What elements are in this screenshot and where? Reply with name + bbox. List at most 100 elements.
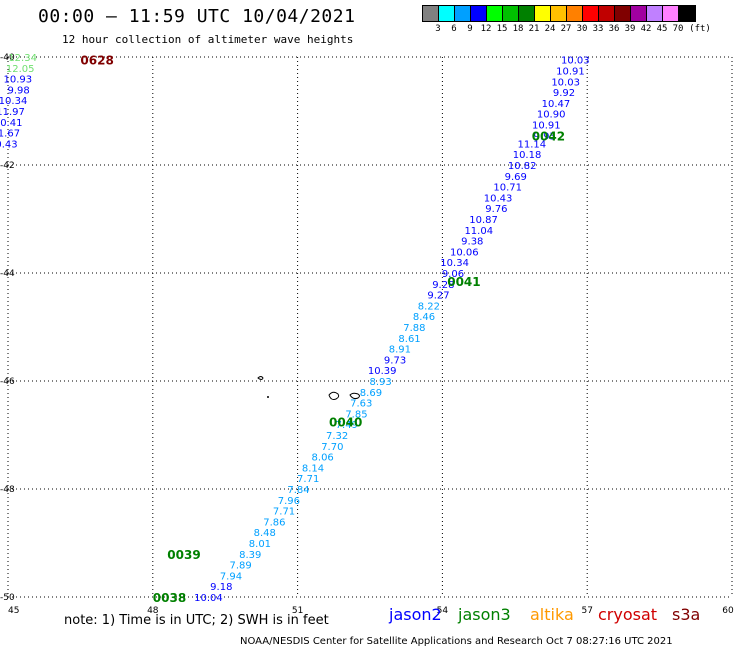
legend-satellite-jason3: jason3 — [458, 605, 511, 624]
colorbar-cell — [631, 6, 647, 21]
wave-height-value: 10.87 — [469, 215, 498, 226]
wave-height-value: 9.18 — [210, 582, 232, 593]
wave-height-value: 11.04 — [464, 226, 493, 237]
wave-height-value: 10.03 — [561, 56, 590, 67]
wave-height-value: 8.46 — [413, 312, 435, 323]
legend-satellite-s3a: s3a — [672, 605, 701, 624]
lat-tick-label: -48 — [0, 485, 15, 495]
wave-height-value: 8.14 — [302, 463, 324, 474]
pass-times: 0628 0042 0041 0040 0039 0038 — [80, 54, 565, 605]
wave-height-value: 10.03 — [551, 77, 580, 88]
wave-height-value: 11.97 — [0, 107, 25, 118]
wave-height-value: 10.90 — [537, 110, 566, 121]
wave-height-value: 8.06 — [312, 453, 334, 464]
lon-tick-label: 51 — [292, 606, 303, 616]
lon-tick-label: 54 — [437, 606, 449, 616]
footer-note: note: 1) Time is in UTC; 2) SWH is in fe… — [64, 613, 329, 628]
colorbar-cell — [679, 6, 695, 21]
island-outline — [257, 376, 264, 380]
wave-height-value: 10.71 — [493, 183, 522, 194]
colorbar-cell — [615, 6, 631, 21]
colorbar-cell — [663, 6, 679, 21]
island-outline — [328, 391, 340, 400]
wave-height-value: 9.73 — [384, 355, 406, 366]
wave-height-value: 7.71 — [273, 507, 295, 518]
wave-height-value: 10.47 — [542, 99, 571, 110]
colorbar-tick-label: 36 — [608, 24, 620, 34]
axis-labels: 45 48 51 54 57 60 -40 -42 -44 -46 -48 -50 — [0, 53, 734, 616]
wave-height-value: 8.93 — [369, 377, 391, 388]
wave-height-value: 10.43 — [484, 193, 513, 204]
wave-height-value: 7.70 — [321, 442, 343, 453]
wave-height-value: 7.71 — [297, 474, 319, 485]
wave-height-value: 7.88 — [403, 323, 425, 334]
wave-height-value: 10.91 — [532, 121, 561, 132]
wave-height-value: 10.43 — [0, 139, 18, 150]
wave-height-value: 10.91 — [556, 67, 585, 78]
lat-tick-label: -40 — [0, 53, 15, 63]
wave-height-value: 7.96 — [278, 496, 300, 507]
wave-height-value: 8.39 — [239, 550, 261, 561]
lon-tick-label: 60 — [722, 606, 734, 616]
wave-height-value: 9.06 — [442, 269, 464, 280]
wave-height-value: 10.06 — [450, 247, 479, 258]
wave-height-value: 11.14 — [518, 139, 547, 150]
colorbar-cell — [551, 6, 567, 21]
legend-satellite-cryosat: cryosat — [598, 605, 658, 624]
colorbar-tick-label: 39 — [624, 24, 636, 34]
wave-height-value: 9.38 — [461, 237, 483, 248]
pass-time-label: 0040 — [329, 416, 362, 430]
pass-time-label: 0038 — [153, 591, 186, 605]
wave-height-value: 10.93 — [3, 75, 32, 86]
wave-height-value: 12.34 — [8, 53, 37, 64]
lat-tick-label: -44 — [0, 269, 15, 279]
wave-height-value: 8.91 — [389, 345, 411, 356]
colorbar-tick-label: 45 — [656, 24, 668, 34]
colorbar-tick-label: 6 — [451, 24, 457, 34]
colorbar-tick-label: 21 — [528, 24, 540, 34]
wave-height-value: 10.34 — [0, 96, 27, 107]
colorbar-cells — [422, 5, 696, 22]
map-title: 00:00 – 11:59 UTC 10/04/2021 — [38, 6, 356, 27]
colorbar-tick-label: 3 — [435, 24, 441, 34]
wave-height-value: 10.41 — [0, 118, 22, 129]
wave-height-value: 12.05 — [6, 64, 35, 75]
wave-height-value: 8.48 — [254, 528, 276, 539]
wave-height-value: 10.82 — [508, 161, 537, 172]
colorbar-cell — [487, 6, 503, 21]
lat-tick-label: -50 — [0, 593, 15, 603]
wave-height-value: 8.69 — [360, 388, 382, 399]
wave-height-value: 9.76 — [485, 204, 507, 215]
lat-tick-label: -46 — [0, 377, 15, 387]
wave-height-value: 7.86 — [263, 517, 285, 528]
wave-height-value: 10.34 — [440, 258, 469, 269]
lon-tick-label: 45 — [8, 606, 19, 616]
wave-height-value: 7.84 — [287, 485, 309, 496]
wave-height-value: 9.98 — [7, 85, 29, 96]
wave-height-value: 10.18 — [513, 150, 542, 161]
legend-satellite-altika: altika — [530, 605, 574, 624]
colorbar-cell — [503, 6, 519, 21]
pass-time-label: 0628 — [80, 54, 113, 68]
colorbar-tick-label: 18 — [512, 24, 524, 34]
lat-tick-label: -42 — [0, 161, 15, 171]
colorbar-tick-label: 42 — [640, 24, 652, 34]
islands — [257, 376, 360, 400]
colorbar-tick-label: 33 — [592, 24, 604, 34]
footer-credit: NOAA/NESDIS Center for Satellite Applica… — [240, 636, 673, 647]
colorbar-tick-label: 70 — [672, 24, 684, 34]
wave-height-value: 7.32 — [326, 431, 348, 442]
map-grid — [7, 56, 733, 598]
wave-height-value: 9.28 — [432, 280, 454, 291]
colorbar-tick-label: 12 — [480, 24, 492, 34]
pass-time-label: 0041 — [447, 275, 480, 289]
pass-time-label: 0039 — [167, 548, 200, 562]
map-subtitle: 12 hour collection of altimeter wave hei… — [62, 33, 354, 46]
lon-tick-label: 57 — [581, 606, 592, 616]
wave-height-value: 9.92 — [553, 88, 575, 99]
pass-time-label: 0042 — [532, 129, 565, 143]
wave-height-value: 7.94 — [220, 571, 242, 582]
wave-height-value: 10.39 — [368, 366, 397, 377]
colorbar-cell — [647, 6, 663, 21]
wave-height-value: 7.89 — [229, 561, 251, 572]
